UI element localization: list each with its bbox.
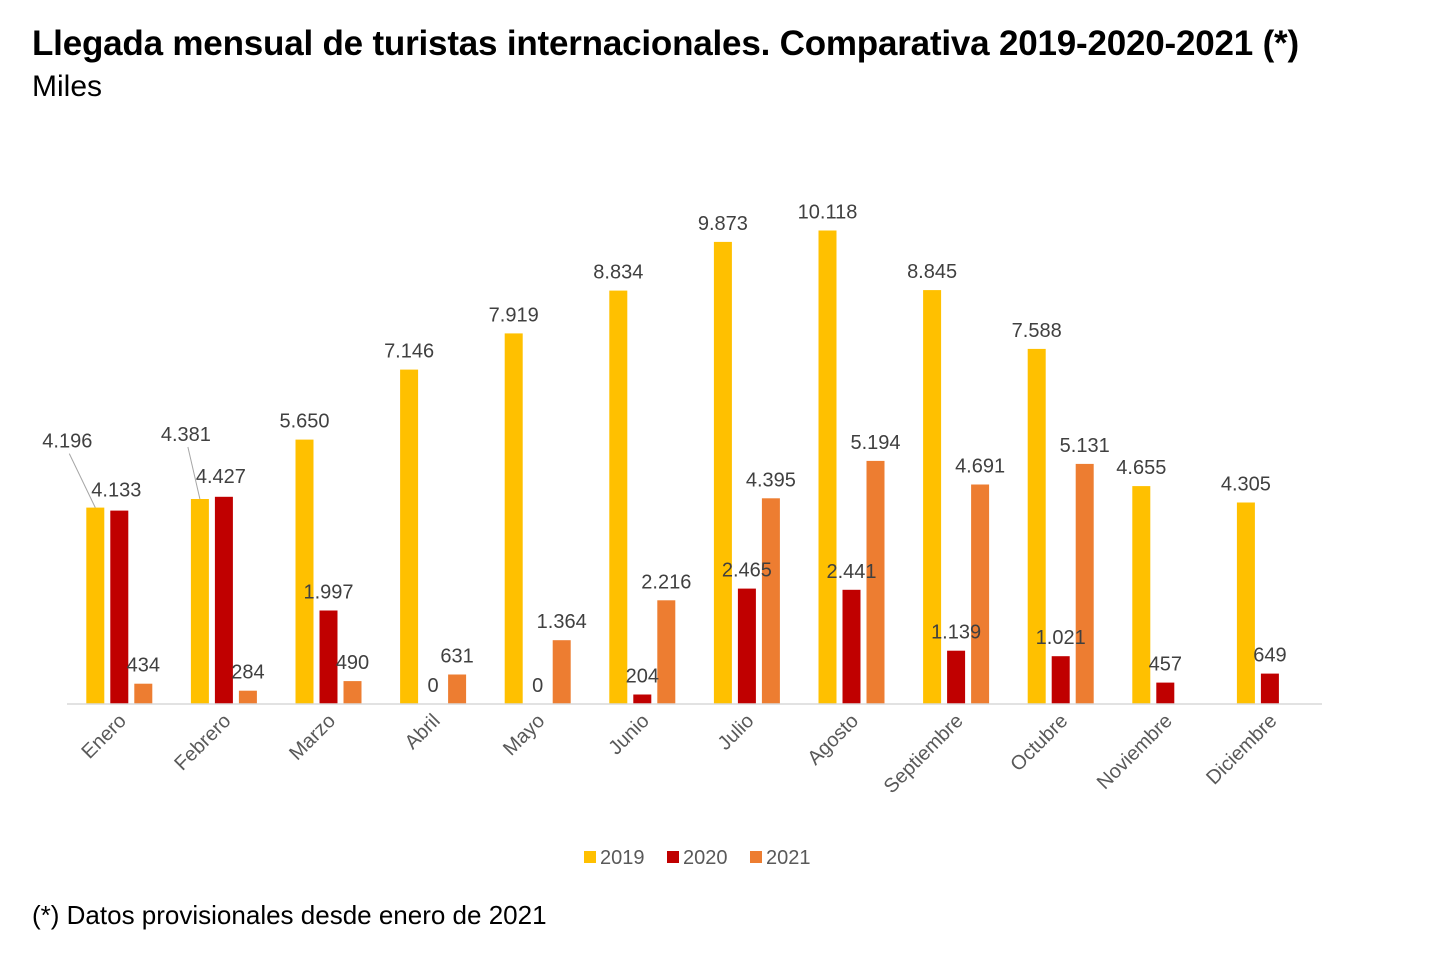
bar-marzo-2020 [319, 610, 338, 704]
bar-septiembre-2021 [971, 484, 990, 704]
bar-diciembre-2020 [1260, 673, 1279, 704]
data-label-octubre-2021: 5.131 [1060, 435, 1110, 457]
data-label-enero-2020: 4.133 [91, 480, 141, 502]
category-label-diciembre: Diciembre [1202, 710, 1281, 789]
legend: 2019 2020 2021 [584, 847, 811, 869]
data-label-marzo-2019: 5.650 [279, 411, 329, 433]
category-label-junio: Junio [604, 710, 653, 759]
bar-junio-2019 [609, 290, 628, 704]
category-label-marzo: Marzo [285, 710, 340, 765]
bar-enero-2021 [134, 683, 153, 704]
bar-febrero-2021 [238, 690, 257, 704]
bar-marzo-2021 [343, 681, 362, 704]
data-label-septiembre-2020: 1.139 [931, 622, 981, 644]
data-label-septiembre-2021: 4.691 [955, 456, 1005, 478]
bar-octubre-2020 [1051, 656, 1070, 704]
data-label-agosto-2019: 10.118 [798, 202, 858, 224]
category-label-noviembre: Noviembre [1093, 710, 1177, 794]
data-label-julio-2021: 4.395 [746, 469, 796, 491]
bar-noviembre-2019 [1132, 486, 1151, 704]
data-label-diciembre-2020: 649 [1253, 645, 1286, 667]
bar-febrero-2020 [214, 496, 233, 704]
bar-octubre-2021 [1075, 463, 1094, 704]
data-label-mayo-2019: 7.919 [489, 304, 539, 326]
data-label-marzo-2020: 1.997 [303, 582, 353, 604]
legend-label-2021: 2021 [766, 847, 811, 869]
category-labels-layer: Enero Febrero Marzo Abril Mayo Junio Julio Agos… [78, 710, 1282, 798]
bar-noviembre-2020 [1156, 682, 1175, 704]
data-label-diciembre-2019: 4.305 [1221, 474, 1271, 496]
chart-subtitle-units: Miles [32, 70, 103, 103]
bar-julio-2019 [713, 241, 732, 704]
category-label-agosto: Agosto [803, 710, 863, 770]
footnote: (*) Datos provisionales desde enero de 2… [32, 900, 547, 930]
data-label-noviembre-2019: 4.655 [1116, 457, 1166, 479]
category-label-mayo: Mayo [499, 710, 549, 760]
data-label-enero-2021: 434 [127, 655, 160, 677]
bar-julio-2021 [761, 498, 780, 704]
data-label-octubre-2020: 1.021 [1036, 627, 1086, 649]
bar-octubre-2019 [1027, 348, 1046, 704]
category-label-febrero: Febrero [170, 710, 235, 775]
category-label-octubre: Octubre [1006, 710, 1072, 776]
data-label-noviembre-2020: 457 [1149, 654, 1182, 676]
data-label-marzo-2021: 490 [336, 652, 369, 674]
bar-agosto-2021 [866, 460, 885, 704]
category-label-julio: Julio [714, 710, 759, 755]
data-labels-layer: 4.196 4.133 434 4.381 4.427 284 5.650 1.997 490 7… [42, 202, 1286, 698]
data-label-abril-2019: 7.146 [384, 341, 434, 363]
data-label-abril-2021: 631 [440, 646, 473, 668]
data-label-septiembre-2019: 8.845 [907, 261, 957, 283]
bar-febrero-2019 [190, 499, 209, 704]
bar-enero-2019 [86, 507, 105, 704]
data-label-enero-2019: 4.196 [42, 431, 92, 453]
bar-mayo-2019 [504, 333, 523, 704]
bar-agosto-2019 [818, 230, 837, 704]
legend-label-2019: 2019 [600, 847, 645, 869]
bar-septiembre-2019 [923, 290, 942, 704]
data-label-julio-2020: 2.465 [722, 560, 772, 582]
data-label-febrero-2021: 284 [231, 662, 264, 684]
category-label-enero: Enero [78, 710, 131, 763]
legend-swatch-2021 [750, 851, 762, 863]
bar-agosto-2020 [842, 589, 861, 704]
data-label-abril-2020: 0 [428, 675, 439, 697]
bars-layer [86, 230, 1279, 704]
data-label-leader-enero-2019 [68, 453, 96, 508]
data-label-febrero-2019: 4.381 [161, 424, 211, 446]
bar-mayo-2021 [552, 640, 571, 704]
chart-title: Llegada mensual de turistas internaciona… [32, 24, 1299, 63]
bar-enero-2020 [110, 510, 129, 704]
bar-septiembre-2020 [947, 650, 966, 704]
data-label-mayo-2021: 1.364 [537, 611, 587, 633]
data-label-mayo-2020: 0 [532, 675, 543, 697]
data-label-leader-febrero-2019 [187, 446, 201, 500]
category-label-septiembre: Septiembre [880, 710, 968, 798]
data-label-octubre-2019: 7.588 [1012, 320, 1062, 342]
bar-junio-2021 [657, 600, 676, 704]
legend-swatch-2019 [584, 851, 596, 863]
bar-julio-2020 [737, 588, 756, 704]
data-label-febrero-2020: 4.427 [196, 466, 246, 488]
data-label-agosto-2020: 2.441 [826, 561, 876, 583]
bar-diciembre-2019 [1236, 502, 1255, 704]
bar-abril-2019 [400, 369, 419, 704]
data-label-agosto-2021: 5.194 [850, 432, 900, 454]
data-label-junio-2019: 8.834 [593, 262, 643, 284]
legend-swatch-2020 [667, 851, 679, 863]
category-label-abril: Abril [401, 710, 445, 754]
data-label-junio-2021: 2.216 [641, 571, 691, 593]
legend-label-2020: 2020 [683, 847, 728, 869]
bar-marzo-2019 [295, 439, 314, 704]
bar-abril-2021 [448, 674, 467, 704]
data-label-junio-2020: 204 [626, 666, 659, 688]
bar-junio-2020 [633, 694, 652, 704]
data-label-julio-2019: 9.873 [698, 213, 748, 235]
